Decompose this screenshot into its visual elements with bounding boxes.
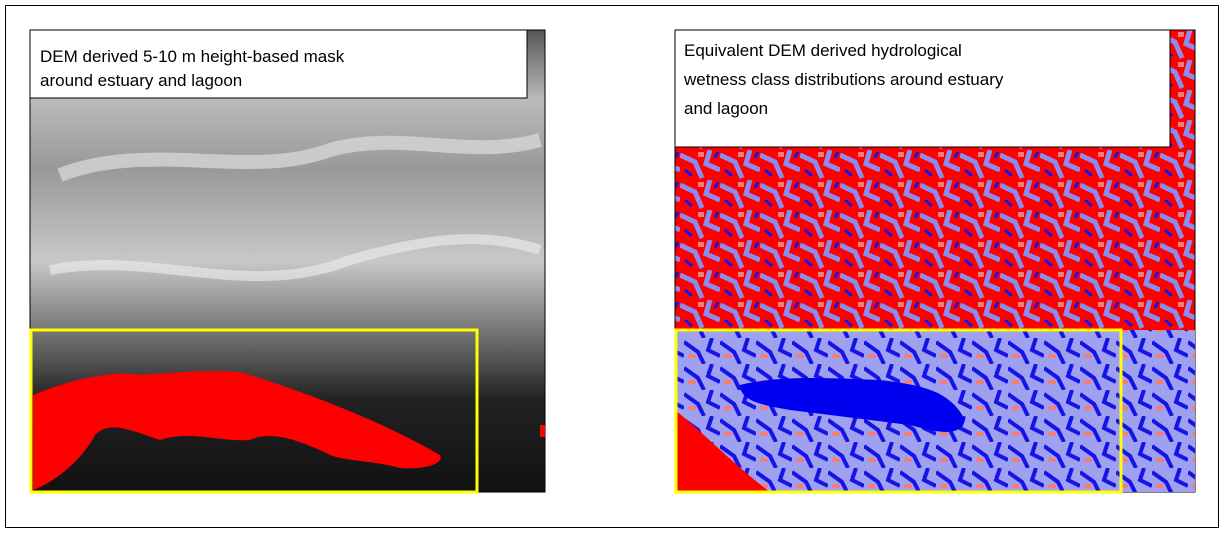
- page: DEM derived 5-10 m height-based mask aro…: [0, 0, 1224, 533]
- caption-line: wetness class distributions around estua…: [683, 70, 1004, 89]
- wetness-panel: Equivalent DEM derived hydrological wetn…: [675, 30, 1195, 492]
- caption-line: around estuary and lagoon: [40, 71, 242, 90]
- caption-line: Equivalent DEM derived hydrological: [684, 41, 962, 60]
- figure: DEM derived 5-10 m height-based mask aro…: [0, 0, 1224, 533]
- dem-panel: DEM derived 5-10 m height-based mask aro…: [30, 30, 545, 492]
- caption-line: and lagoon: [684, 99, 768, 118]
- caption-line: DEM derived 5-10 m height-based mask: [40, 47, 345, 66]
